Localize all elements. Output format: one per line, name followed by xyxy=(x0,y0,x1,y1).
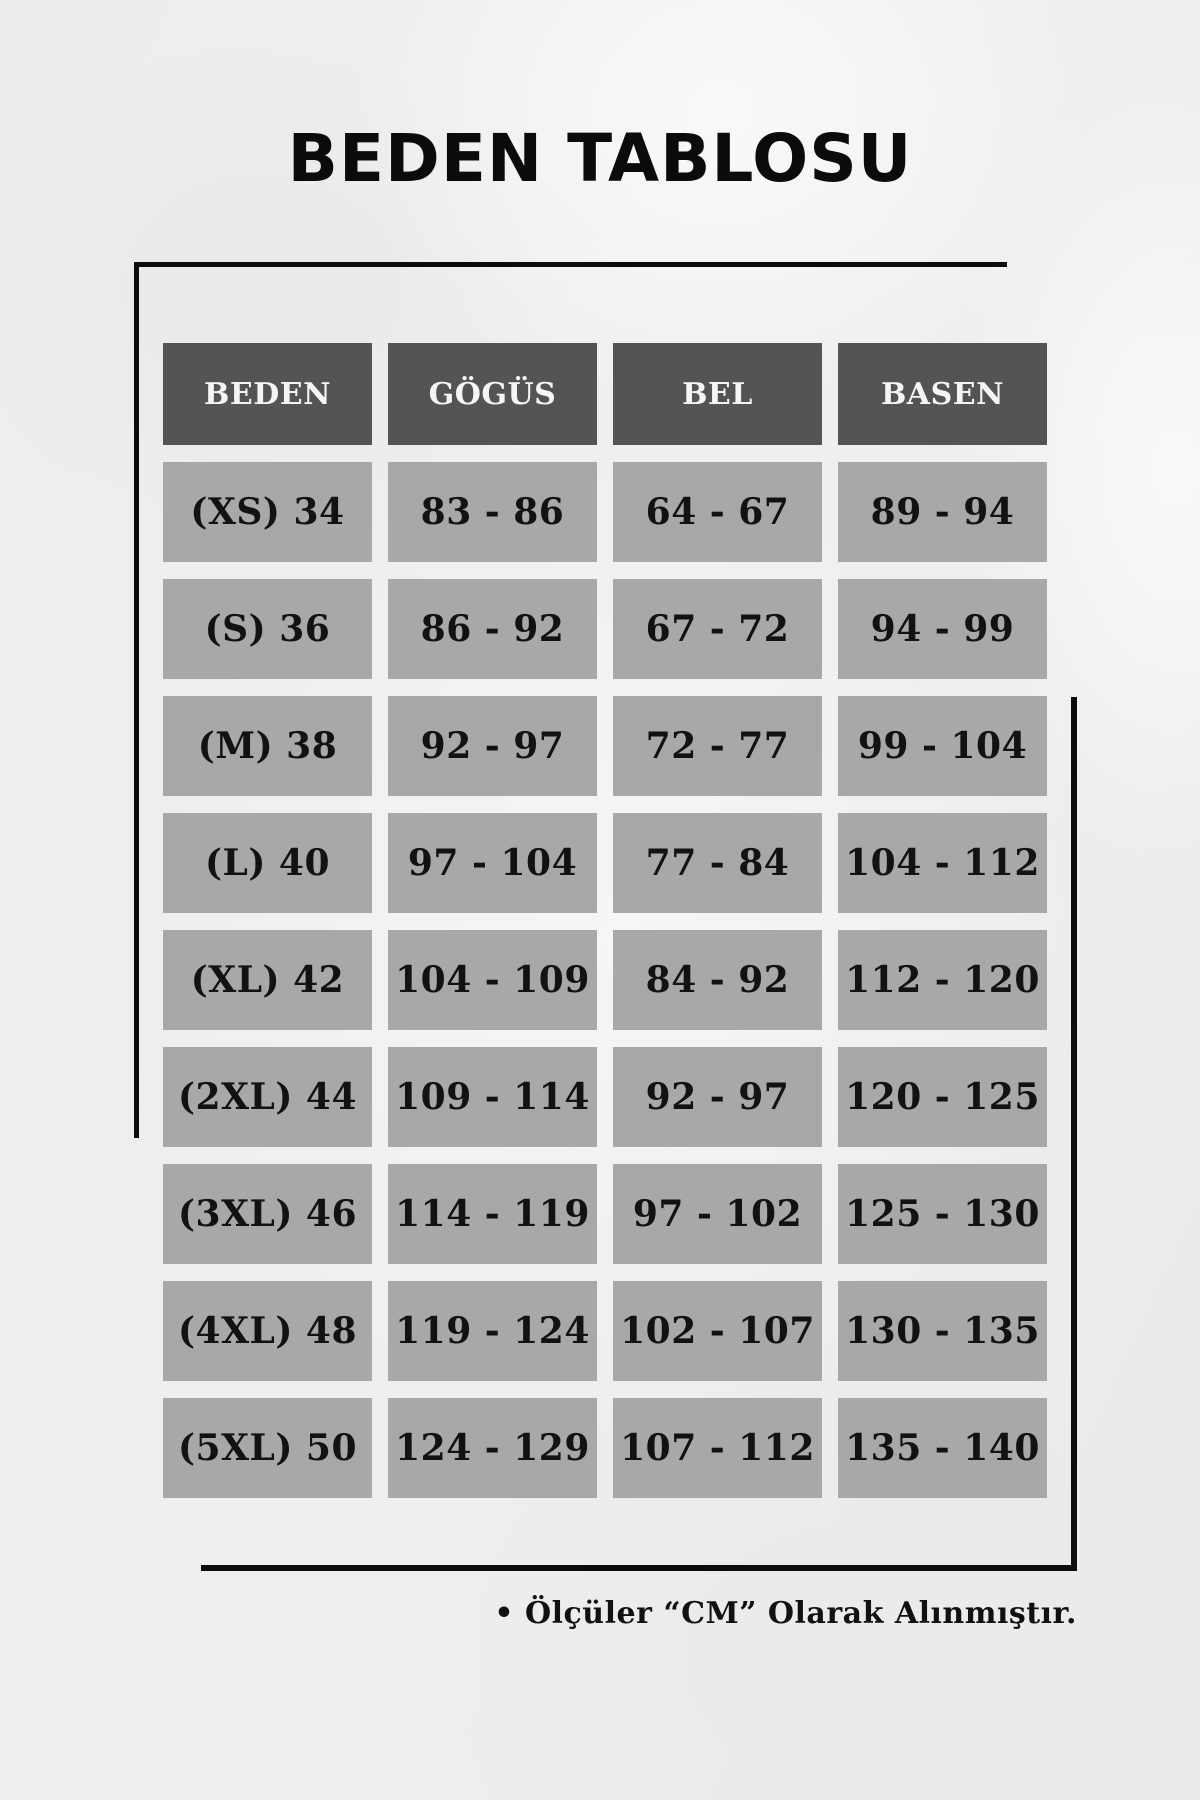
measure-cell: 130 - 135 xyxy=(838,1281,1047,1381)
measure-cell: 94 - 99 xyxy=(838,579,1047,679)
measure-cell: 99 - 104 xyxy=(838,696,1047,796)
measure-cell: 125 - 130 xyxy=(838,1164,1047,1264)
size-cell: (XL) 42 xyxy=(163,930,372,1030)
measure-cell: 77 - 84 xyxy=(613,813,822,913)
header-cell-1: GÖGÜS xyxy=(388,343,597,445)
size-cell: (XS) 34 xyxy=(163,462,372,562)
measure-cell: 107 - 112 xyxy=(613,1398,822,1498)
header-cell-2: BEL xyxy=(613,343,822,445)
measure-cell: 102 - 107 xyxy=(613,1281,822,1381)
size-cell: (3XL) 46 xyxy=(163,1164,372,1264)
measure-cell: 92 - 97 xyxy=(613,1047,822,1147)
size-cell: (2XL) 44 xyxy=(163,1047,372,1147)
measure-cell: 104 - 109 xyxy=(388,930,597,1030)
measure-cell: 112 - 120 xyxy=(838,930,1047,1030)
size-cell: (5XL) 50 xyxy=(163,1398,372,1498)
measure-cell: 119 - 124 xyxy=(388,1281,597,1381)
measure-cell: 104 - 112 xyxy=(838,813,1047,913)
header-cell-3: BASEN xyxy=(838,343,1047,445)
measure-cell: 83 - 86 xyxy=(388,462,597,562)
size-cell: (S) 36 xyxy=(163,579,372,679)
measure-cell: 114 - 119 xyxy=(388,1164,597,1264)
measure-cell: 97 - 104 xyxy=(388,813,597,913)
frame-line-right xyxy=(1071,697,1077,1571)
size-cell: (M) 38 xyxy=(163,696,372,796)
frame-line-bottom xyxy=(201,1565,1077,1571)
frame-line-left xyxy=(134,262,139,1138)
size-cell: (L) 40 xyxy=(163,813,372,913)
measure-cell: 89 - 94 xyxy=(838,462,1047,562)
measure-cell: 72 - 77 xyxy=(613,696,822,796)
measure-cell: 109 - 114 xyxy=(388,1047,597,1147)
measure-cell: 84 - 92 xyxy=(613,930,822,1030)
measure-cell: 92 - 97 xyxy=(388,696,597,796)
measure-cell: 64 - 67 xyxy=(613,462,822,562)
measurement-note: • Ölçüler “CM” Olarak Alınmıştır. xyxy=(494,1596,1077,1631)
measure-cell: 120 - 125 xyxy=(838,1047,1047,1147)
size-table: BEDEN GÖGÜS BEL BASEN (XS) 34 83 - 86 64 - 67 8… xyxy=(163,343,1047,1498)
measure-cell: 86 - 92 xyxy=(388,579,597,679)
size-cell: (4XL) 48 xyxy=(163,1281,372,1381)
frame-line-top xyxy=(134,262,1007,267)
measure-cell: 67 - 72 xyxy=(613,579,822,679)
header-cell-0: BEDEN xyxy=(163,343,372,445)
measure-cell: 97 - 102 xyxy=(613,1164,822,1264)
measure-cell: 124 - 129 xyxy=(388,1398,597,1498)
measure-cell: 135 - 140 xyxy=(838,1398,1047,1498)
page-title: BEDEN TABLOSU xyxy=(287,120,913,197)
